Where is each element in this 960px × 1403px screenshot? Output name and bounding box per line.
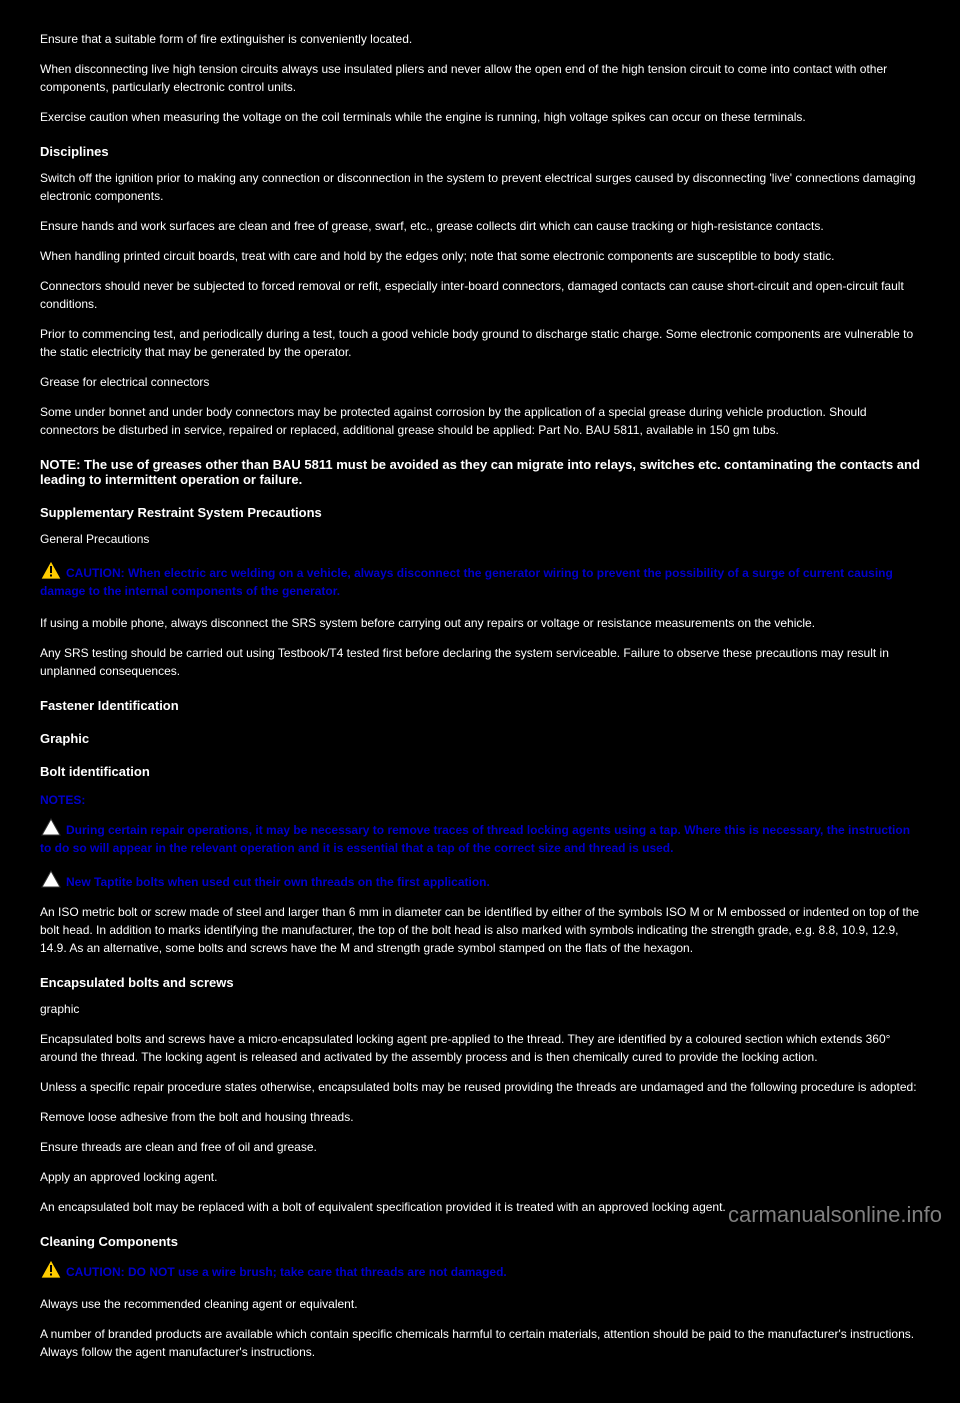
note-text: During certain repair operations, it may… (40, 823, 910, 855)
graphic-label: Graphic (40, 731, 920, 746)
watermark: carmanualsonline.info (728, 1202, 942, 1228)
body-text: Prior to commencing test, and periodical… (40, 325, 920, 361)
note-icon (40, 817, 62, 837)
warning-icon (40, 560, 62, 580)
caution-text: CAUTION: When electric arc welding on a … (40, 566, 893, 598)
body-text: Switch off the ignition prior to making … (40, 169, 920, 205)
caution-block: CAUTION: DO NOT use a wire brush; take c… (40, 1259, 920, 1281)
body-text: If using a mobile phone, always disconne… (40, 614, 920, 632)
notes-label: NOTES: (40, 793, 920, 807)
body-text: Some under bonnet and under body connect… (40, 403, 920, 439)
body-text: Apply an approved locking agent. (40, 1168, 920, 1186)
body-text: An ISO metric bolt or screw made of stee… (40, 903, 920, 957)
note-icon (40, 869, 62, 889)
note-block: New Taptite bolts when used cut their ow… (40, 869, 920, 891)
section-heading: Supplementary Restraint System Precautio… (40, 505, 920, 520)
graphic-label: graphic (40, 1000, 920, 1018)
body-text: Ensure threads are clean and free of oil… (40, 1138, 920, 1156)
body-text: Unless a specific repair procedure state… (40, 1078, 920, 1096)
warning-icon (40, 1259, 62, 1279)
body-text: Grease for electrical connectors (40, 373, 920, 391)
body-text: When handling printed circuit boards, tr… (40, 247, 920, 265)
body-text: Encapsulated bolts and screws have a mic… (40, 1030, 920, 1066)
note-heading: NOTE: The use of greases other than BAU … (40, 457, 920, 487)
note-block: During certain repair operations, it may… (40, 817, 920, 857)
body-text: General Precautions (40, 530, 920, 548)
body-text: Any SRS testing should be carried out us… (40, 644, 920, 680)
caution-block: CAUTION: When electric arc welding on a … (40, 560, 920, 600)
section-heading: Fastener Identification (40, 698, 920, 713)
body-text: Exercise caution when measuring the volt… (40, 108, 920, 126)
body-text: Connectors should never be subjected to … (40, 277, 920, 313)
body-text: Always use the recommended cleaning agen… (40, 1295, 920, 1313)
body-text: When disconnecting live high tension cir… (40, 60, 920, 96)
body-text: Remove loose adhesive from the bolt and … (40, 1108, 920, 1126)
subsection-heading: Encapsulated bolts and screws (40, 975, 920, 990)
body-text: Ensure that a suitable form of fire exti… (40, 30, 920, 48)
body-text: A number of branded products are availab… (40, 1325, 920, 1361)
subsection-heading: Bolt identification (40, 764, 920, 779)
caution-text: CAUTION: DO NOT use a wire brush; take c… (66, 1265, 507, 1279)
section-heading: Disciplines (40, 144, 920, 159)
note-text: New Taptite bolts when used cut their ow… (66, 875, 490, 889)
body-text: Ensure hands and work surfaces are clean… (40, 217, 920, 235)
